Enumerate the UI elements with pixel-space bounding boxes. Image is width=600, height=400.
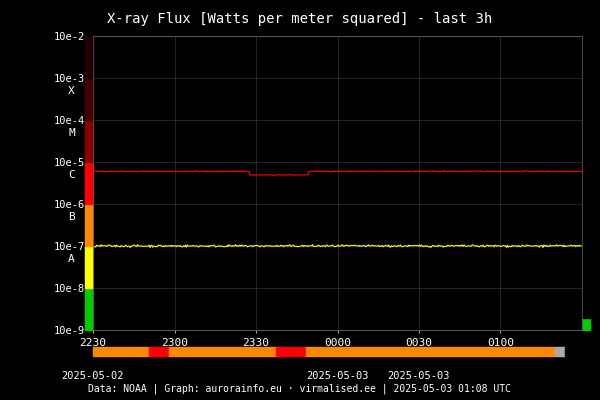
Text: M: M xyxy=(68,128,75,138)
Text: Data: NOAA | Graph: aurorainfo.eu · virmalised.ee | 2025-05-03 01:08 UTC: Data: NOAA | Graph: aurorainfo.eu · virm… xyxy=(89,384,511,394)
Text: B: B xyxy=(68,212,75,222)
Text: X-ray Flux [Watts per meter squared] - last 3h: X-ray Flux [Watts per meter squared] - l… xyxy=(107,12,493,26)
Text: X: X xyxy=(68,86,75,96)
Text: C: C xyxy=(68,170,75,180)
Text: 2025-05-03: 2025-05-03 xyxy=(388,371,450,381)
Text: A: A xyxy=(68,254,75,264)
Text: 2025-05-03: 2025-05-03 xyxy=(306,371,369,381)
Text: 2025-05-02: 2025-05-02 xyxy=(62,371,124,381)
